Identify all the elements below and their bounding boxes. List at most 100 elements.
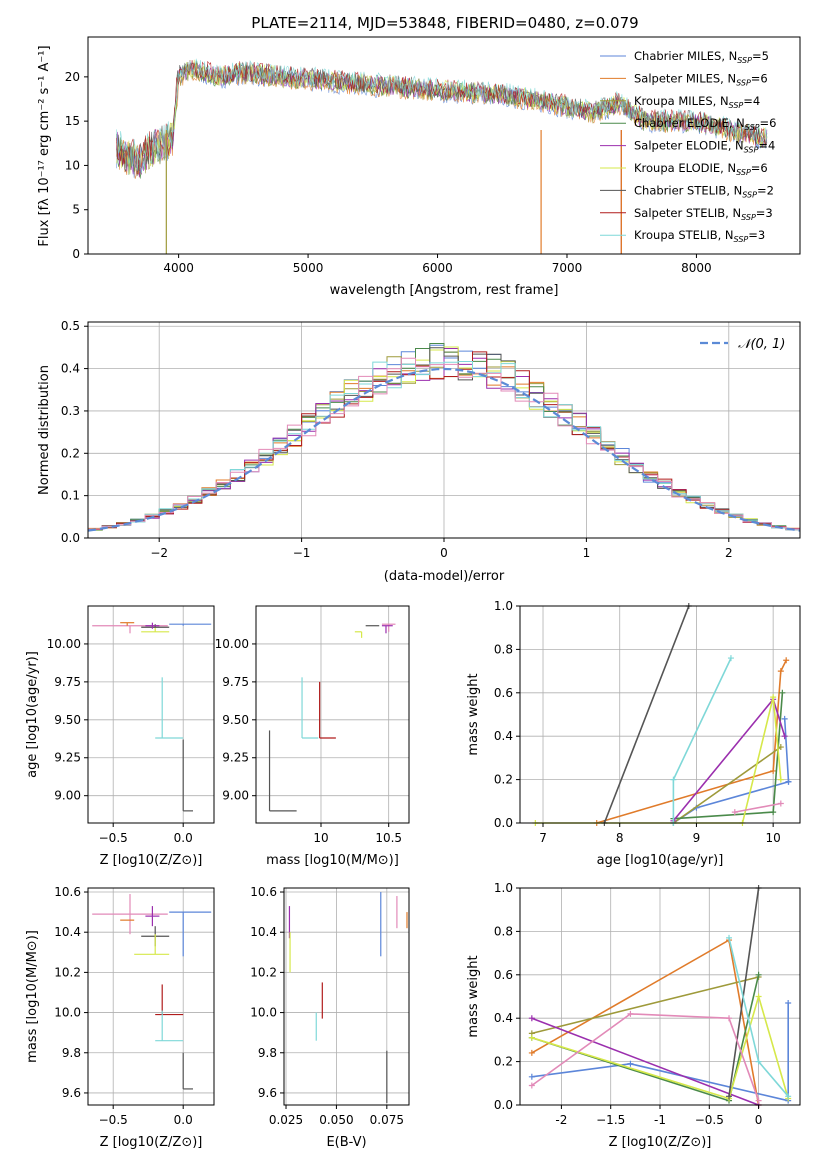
y-tick-label: 0.8 — [494, 924, 513, 938]
mass-weight-marker — [779, 689, 786, 696]
y-tick-label: 0.4 — [61, 362, 80, 376]
plot-content — [528, 885, 792, 1108]
x-tick-label: −0.5 — [695, 1113, 724, 1127]
y-tick-label: 10.6 — [250, 885, 277, 899]
x-tick-label: 0.0 — [174, 831, 193, 845]
mass-weight-marker — [755, 971, 762, 978]
x-tick-label: 1 — [583, 546, 591, 560]
mass-weight-line-0 — [531, 1003, 789, 1102]
mass-weight-marker — [785, 1093, 792, 1100]
mass-weight-marker — [777, 776, 784, 783]
histogram-y-label: Normed distribution — [37, 365, 52, 495]
x-tick-label: 0.075 — [370, 1113, 404, 1127]
mass-weight-marker — [528, 1082, 535, 1089]
axes-frame — [87, 887, 215, 1106]
x-tick-label: 8 — [616, 831, 624, 845]
spectrum-line-8 — [116, 58, 768, 174]
y-tick-label: 0.2 — [494, 773, 513, 787]
y-tick-label: 0.0 — [61, 531, 80, 545]
legend-label: Salpeter MILES, NSSP=6 — [634, 71, 768, 87]
x-tick-label: −2 — [150, 546, 168, 560]
plot-content — [92, 894, 212, 1090]
x-tick-label: -2 — [555, 1113, 567, 1127]
y-tick-label: 9.75 — [54, 675, 81, 689]
histogram-step-9 — [88, 357, 800, 530]
y-tick-label: 10.2 — [54, 965, 81, 979]
mass-vs-metallicity-panel: −0.5 0.0 9.6 9.8 10.0 10.2 10.4 10.6 Z [log10(Z/… — [25, 885, 215, 1150]
residual-histogram-panel: −2 −1 0 1 2 0.0 0.1 0.2 0.3 0.4 0.5 (data-model)/… — [37, 319, 801, 584]
mass-weight-marker — [726, 1093, 733, 1100]
y-tick-label: 0.0 — [494, 816, 513, 830]
y-tick-label: 15 — [65, 114, 80, 128]
y-tick-label: 20 — [65, 70, 80, 84]
x-tick-label: 9 — [693, 831, 701, 845]
mass-weight-marker — [783, 657, 790, 664]
legend-normal-label: 𝒩(0, 1) — [738, 337, 785, 352]
x-axis-label: mass [log10(M/M⊙)] — [266, 853, 399, 868]
x-tick-label: −0.5 — [99, 831, 128, 845]
y-tick-label: 0.4 — [494, 1011, 513, 1025]
mass-weight-marker — [770, 694, 777, 701]
legend-label: Chabrier MILES, NSSP=5 — [634, 49, 769, 65]
spectrum-axes — [87, 36, 801, 255]
x-tick-label: 8000 — [681, 261, 712, 275]
plot-content — [288, 892, 408, 1103]
axes-frame — [519, 605, 801, 824]
mass-weight-line-4 — [531, 1017, 759, 1106]
mass-weight-marker — [770, 767, 777, 774]
spectrum-line-5 — [116, 59, 768, 175]
mass-weight-marker — [528, 1073, 535, 1080]
x-tick-label: 0.050 — [319, 1113, 353, 1127]
spectrum-x-label: wavelength [Angstrom, rest frame] — [330, 283, 559, 298]
mass-weight-vs-age-panel: 7 8 9 10 0.0 0.2 0.4 0.6 0.8 1.0 age [log10(age/yr… — [466, 599, 801, 868]
mass-weight-marker — [777, 668, 784, 675]
y-axis-label: mass weight — [466, 673, 481, 755]
y-tick-label: 9.25 — [54, 751, 81, 765]
x-axis-label: Z [log10(Z/Z⊙)] — [609, 1135, 712, 1150]
mass-weight-line-5 — [531, 993, 789, 1100]
legend-label: Salpeter ELODIE, NSSP=4 — [634, 139, 775, 155]
mass-weight-line-6 — [603, 605, 690, 824]
axes-frame — [87, 605, 215, 824]
x-axis-label: Z [log10(Z/Z⊙)] — [100, 1135, 203, 1150]
y-tick-label: 10.0 — [250, 1006, 277, 1020]
y-tick-label: 9.6 — [62, 1086, 81, 1100]
mass-weight-marker — [755, 1058, 762, 1065]
x-tick-label: −0.5 — [99, 1113, 128, 1127]
x-tick-label: 7000 — [552, 261, 583, 275]
spectrum-line-7 — [116, 60, 768, 175]
mass-weight-marker — [781, 715, 788, 722]
spectrum-legend: Chabrier MILES, NSSP=5 Salpeter MILES, NS… — [600, 49, 776, 244]
y-tick-label: 5 — [72, 203, 80, 217]
y-tick-label: 10.0 — [54, 1006, 81, 1020]
mass-weight-line-2 — [531, 976, 759, 1035]
y-tick-label: 0.5 — [61, 319, 80, 333]
x-tick-label: 0.025 — [269, 1113, 303, 1127]
x-axis-label: age [log10(age/yr)] — [597, 853, 724, 868]
x-tick-label: 0 — [440, 546, 448, 560]
x-tick-label: 6000 — [422, 261, 453, 275]
mass-weight-line-1 — [531, 938, 760, 1106]
y-tick-label: 0.2 — [61, 446, 80, 460]
y-tick-label: 9.50 — [54, 713, 81, 727]
plot-content — [92, 622, 212, 812]
legend-label: Salpeter STELIB, NSSP=3 — [634, 206, 773, 222]
y-tick-label: 10.2 — [250, 965, 277, 979]
plot-content — [268, 623, 396, 812]
mass-weight-line-9 — [531, 1013, 760, 1101]
y-axis-label: age [log10(age/yr)] — [25, 651, 40, 778]
y-tick-label: 10.4 — [250, 925, 277, 939]
mass-weight-marker — [727, 655, 734, 662]
y-axis-label: mass [log10(M/M⊙)] — [25, 930, 40, 1063]
x-tick-label: 10 — [766, 831, 781, 845]
y-tick-label: 10.00 — [47, 637, 81, 651]
mass-weight-marker — [528, 1034, 535, 1041]
x-tick-label: 10.5 — [375, 831, 402, 845]
y-tick-label: 1.0 — [494, 599, 513, 613]
spectrum-y-label: Flux [fλ 10⁻¹⁷ erg cm⁻² s⁻¹ A⁻¹] — [37, 45, 52, 246]
mass-weight-marker — [781, 733, 788, 740]
y-tick-label: 0 — [72, 247, 80, 261]
histogram-x-label: (data-model)/error — [384, 569, 505, 584]
y-tick-label: 10.00 — [215, 637, 249, 651]
